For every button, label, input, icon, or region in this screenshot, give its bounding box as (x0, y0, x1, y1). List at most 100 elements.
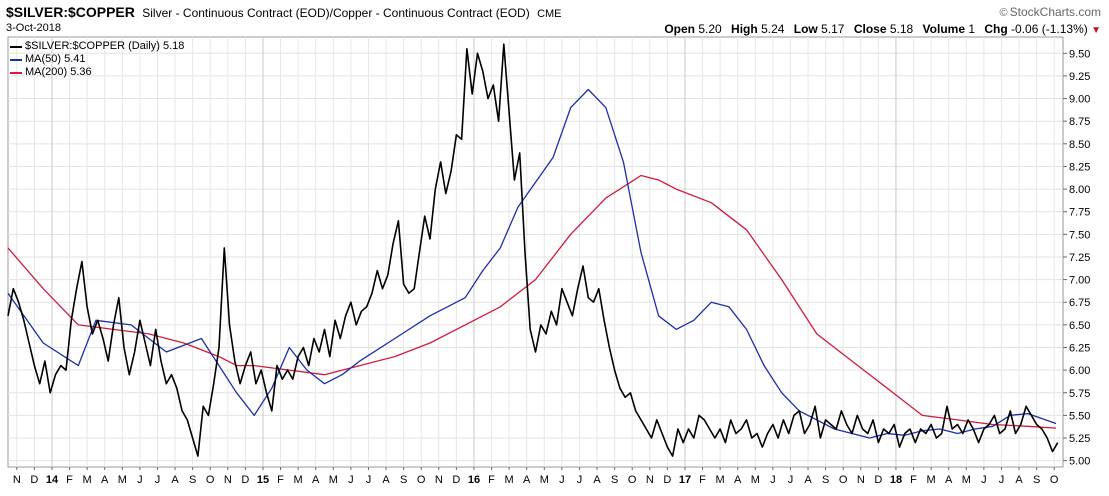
symbol-title: $SILVER:$COPPER (6, 4, 135, 20)
y-tick-label: 5.00 (1069, 456, 1090, 468)
x-month-label: S (189, 474, 196, 486)
x-month-label: O (1050, 474, 1059, 486)
volume-label: Volume (922, 22, 965, 36)
x-month-label: A (382, 474, 390, 486)
y-tick-label: 7.00 (1069, 275, 1090, 287)
chg-value: -0.06 (-1.13%) (1011, 22, 1088, 36)
high-value: 5.24 (761, 22, 785, 36)
exchange-label: CME (537, 8, 562, 20)
x-month-label: F (488, 474, 495, 486)
x-month-label: F (66, 474, 73, 486)
x-month-label: D (874, 474, 882, 486)
y-tick-label: 6.00 (1069, 365, 1090, 377)
open-label: Open (664, 22, 695, 36)
x-month-label: O (417, 474, 426, 486)
x-year-label: 17 (679, 474, 691, 486)
x-month-label: N (646, 474, 654, 486)
x-month-label: D (663, 474, 671, 486)
x-year-label: 16 (468, 474, 480, 486)
y-tick-label: 5.50 (1069, 410, 1090, 422)
series-line (7, 43, 1059, 457)
x-month-label: N (224, 474, 232, 486)
x-month-label: A (523, 474, 531, 486)
x-month-label: J (155, 474, 161, 486)
x-month-label: M (927, 474, 936, 486)
down-arrow-icon: ▼ (1091, 25, 1101, 36)
x-month-label: O (206, 474, 215, 486)
y-tick-label: 7.25 (1069, 252, 1090, 264)
x-month-label: A (593, 474, 601, 486)
series-line (7, 88, 1057, 439)
x-month-label: M (118, 474, 127, 486)
x-year-label: 18 (890, 474, 902, 486)
y-tick-label: 6.50 (1069, 320, 1090, 332)
series-line (7, 174, 1057, 429)
legend-item: MA(200) 5.36 (10, 66, 184, 79)
x-month-label: J (137, 474, 143, 486)
x-month-label: J (788, 474, 794, 486)
x-month-label: J (981, 474, 987, 486)
x-month-label: O (839, 474, 848, 486)
ohlc-readout: Open 5.20 High 5.24 Low 5.17 Close 5.18 … (664, 22, 1101, 36)
x-month-label: F (277, 474, 284, 486)
x-month-label: N (857, 474, 865, 486)
y-tick-label: 9.00 (1069, 94, 1090, 106)
high-label: High (731, 22, 758, 36)
y-tick-label: 8.50 (1069, 139, 1090, 151)
y-tick-label: 6.75 (1069, 297, 1090, 309)
x-month-label: M (540, 474, 549, 486)
y-tick-label: 6.25 (1069, 343, 1090, 355)
brand-watermark: © StockCharts.com (1000, 5, 1101, 19)
x-month-label: D (30, 474, 38, 486)
x-month-label: A (312, 474, 320, 486)
y-tick-label: 8.00 (1069, 184, 1090, 196)
x-month-label: O (628, 474, 637, 486)
x-month-label: A (171, 474, 179, 486)
x-month-label: D (452, 474, 460, 486)
x-month-label: J (770, 474, 776, 486)
low-label: Low (793, 22, 818, 36)
x-month-label: A (804, 474, 812, 486)
chart-title-row: $SILVER:$COPPER Silver - Continuous Cont… (6, 4, 562, 20)
x-month-label: S (400, 474, 407, 486)
x-month-label: S (1033, 474, 1040, 486)
y-tick-label: 5.75 (1069, 388, 1090, 400)
open-value: 5.20 (698, 22, 722, 36)
plot-area (7, 36, 1064, 468)
volume-value: 1 (968, 22, 976, 36)
x-month-label: M (962, 474, 971, 486)
close-value: 5.18 (889, 22, 914, 36)
brand-name: StockCharts.com (1009, 5, 1101, 19)
x-month-label: A (1015, 474, 1023, 486)
x-month-label: A (945, 474, 953, 486)
x-month-label: S (611, 474, 618, 486)
y-tick-label: 7.50 (1069, 229, 1090, 241)
x-month-label: J (999, 474, 1005, 486)
x-month-label: J (559, 474, 565, 486)
legend-swatch (10, 58, 22, 61)
x-month-label: N (13, 474, 21, 486)
legend-item: $SILVER:$COPPER (Daily) 5.18 (10, 40, 184, 53)
y-tick-label: 5.25 (1069, 433, 1090, 445)
x-month-label: D (241, 474, 249, 486)
legend-label: MA(200) 5.36 (25, 66, 92, 78)
legend-label: MA(50) 5.41 (25, 53, 86, 65)
x-month-label: J (366, 474, 372, 486)
y-tick-label: 9.25 (1069, 71, 1090, 83)
y-tick-label: 8.25 (1069, 161, 1090, 173)
chart-legend: $SILVER:$COPPER (Daily) 5.18 MA(50) 5.41 M… (10, 40, 184, 79)
x-month-label: M (83, 474, 92, 486)
y-tick-label: 8.75 (1069, 116, 1090, 128)
x-month-label: F (910, 474, 917, 486)
x-month-label: J (577, 474, 583, 486)
x-month-label: M (751, 474, 760, 486)
y-tick-label: 7.75 (1069, 207, 1090, 219)
x-month-label: N (435, 474, 443, 486)
x-year-label: 15 (257, 474, 269, 486)
legend-swatch (10, 71, 22, 74)
x-month-label: A (734, 474, 742, 486)
low-value: 5.17 (821, 22, 845, 36)
x-month-label: S (822, 474, 829, 486)
